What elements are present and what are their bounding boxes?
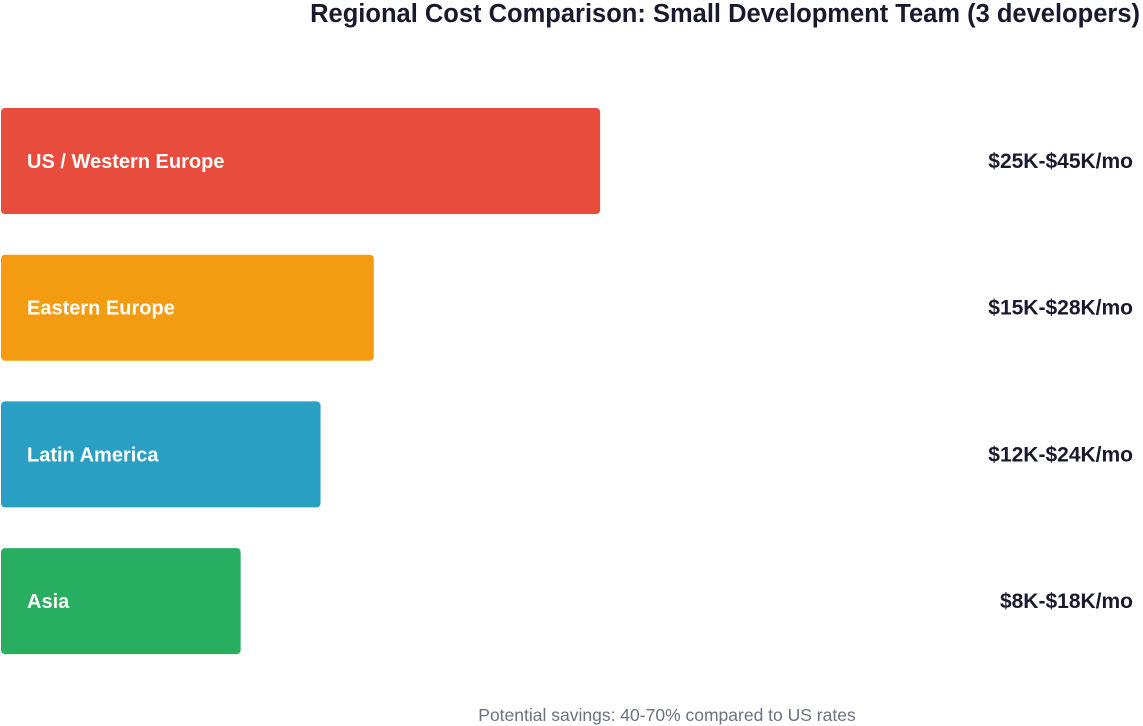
chart-title: Regional Cost Comparison: Small Developm… [310,0,1140,28]
bar-label-us-western-europe: US / Western Europe [27,151,224,173]
bar-eastern-europe [1,254,374,361]
value-label-latin-america: $12K-$24K/mo [988,443,1133,466]
bar-latin-america [1,401,321,508]
value-label-asia: $8K-$18K/mo [1000,590,1133,613]
bar-asia [1,548,241,655]
savings-footnote: Potential savings: 40-70% compared to US… [478,705,856,725]
bar-us-western-europe [1,108,601,214]
bars-group: US / Western Europe $25K-$45K/mo Eastern E… [1,108,1133,655]
bar-label-asia: Asia [27,591,70,613]
value-label-us-western-europe: $25K-$45K/mo [988,150,1133,173]
bar-label-latin-america: Latin America [27,444,159,466]
value-label-eastern-europe: $15K-$28K/mo [988,297,1133,320]
bar-label-eastern-europe: Eastern Europe [27,298,175,320]
